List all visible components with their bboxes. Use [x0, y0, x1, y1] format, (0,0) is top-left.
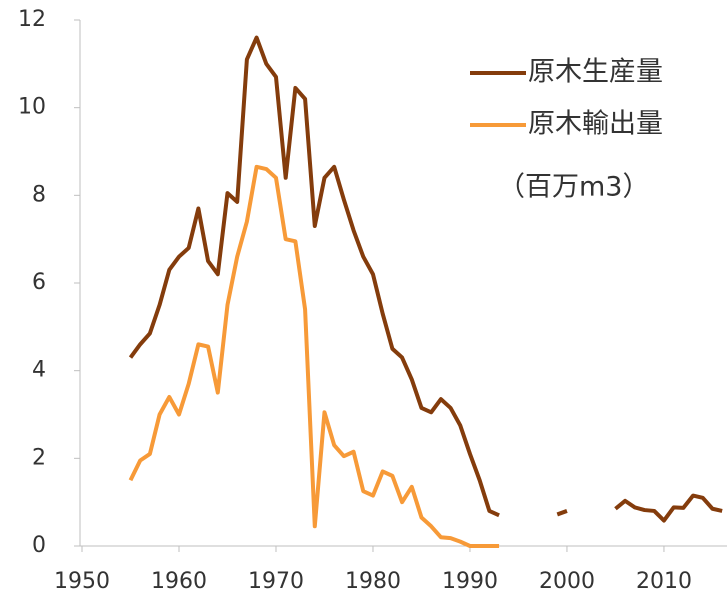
x-tick-label: 1960 [151, 569, 207, 594]
y-tick-label: 6 [32, 270, 46, 295]
x-tick-label: 1970 [248, 569, 304, 594]
x-tick-label: 1950 [54, 569, 110, 594]
series-line [128, 164, 500, 548]
y-tick-label: 8 [32, 182, 46, 207]
legend-label: 原木生産量 [528, 57, 663, 88]
x-tick-label: 2010 [636, 569, 692, 594]
x-tick-label: 1980 [345, 569, 401, 594]
unit-label: （百万m3） [498, 172, 649, 203]
y-tick-label: 10 [18, 95, 46, 120]
y-tick-label: 12 [18, 7, 46, 32]
legend-label: 原木輸出量 [528, 109, 663, 140]
y-tick-label: 0 [32, 533, 46, 558]
y-tick-label: 2 [32, 445, 46, 470]
x-tick-label: 2000 [539, 569, 595, 594]
series-line [128, 35, 723, 523]
x-tick-label: 1990 [442, 569, 498, 594]
y-tick-label: 4 [32, 358, 46, 383]
